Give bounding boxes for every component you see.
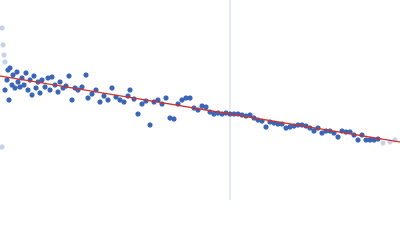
data-point	[85, 95, 91, 101]
data-point	[12, 85, 18, 91]
data-point	[10, 72, 16, 78]
data-point	[380, 140, 386, 146]
data-point	[135, 111, 141, 117]
data-point	[311, 128, 317, 134]
data-point	[127, 87, 133, 93]
data-point	[211, 111, 217, 117]
data-point	[31, 73, 37, 79]
data-point	[6, 97, 12, 103]
data-point	[7, 65, 13, 71]
data-point	[263, 124, 269, 130]
data-point	[109, 85, 115, 91]
data-point	[363, 137, 369, 143]
data-point	[0, 42, 6, 48]
chart	[0, 0, 400, 200]
data-point	[147, 122, 153, 128]
data-point	[0, 144, 5, 150]
data-point	[187, 95, 193, 101]
data-point	[167, 115, 173, 121]
data-point	[29, 92, 35, 98]
data-point	[163, 95, 169, 101]
data-point	[367, 137, 373, 143]
data-point	[14, 69, 20, 75]
data-point	[4, 77, 10, 83]
data-point	[33, 85, 39, 91]
data-point	[183, 95, 189, 101]
data-point	[47, 87, 53, 93]
data-point	[105, 97, 111, 103]
data-point	[335, 134, 341, 140]
data-point	[42, 84, 48, 90]
data-point	[39, 77, 45, 83]
data-point	[37, 90, 43, 96]
data-point	[287, 124, 293, 130]
data-point	[247, 112, 253, 118]
data-point	[49, 74, 55, 80]
data-point	[179, 97, 185, 103]
data-point	[17, 84, 23, 90]
data-point	[2, 87, 8, 93]
data-point	[66, 73, 72, 79]
data-point	[55, 89, 61, 95]
data-point	[121, 99, 127, 105]
data-point	[45, 75, 51, 81]
data-point	[25, 87, 31, 93]
fit-line	[0, 75, 400, 143]
data-point	[171, 116, 177, 122]
data-point	[97, 99, 103, 105]
data-point	[83, 72, 89, 78]
data-point	[203, 104, 209, 110]
data-point	[0, 25, 5, 31]
data-point	[283, 125, 289, 131]
data-point	[15, 79, 21, 85]
data-point	[355, 137, 361, 143]
data-point	[21, 82, 27, 88]
data-point	[23, 70, 29, 76]
data-point	[79, 84, 85, 90]
data-point	[101, 93, 107, 99]
data-point	[57, 79, 63, 85]
data-point	[371, 137, 377, 143]
data-point	[139, 101, 145, 107]
data-point	[69, 97, 75, 103]
data-point	[89, 91, 95, 97]
data-point	[319, 130, 325, 136]
page: {"chart_data": {"type": "scatter", "xlim…	[0, 0, 400, 200]
data-point	[2, 59, 8, 65]
data-point	[1, 52, 7, 58]
data-point	[117, 97, 123, 103]
data-point	[199, 103, 205, 109]
